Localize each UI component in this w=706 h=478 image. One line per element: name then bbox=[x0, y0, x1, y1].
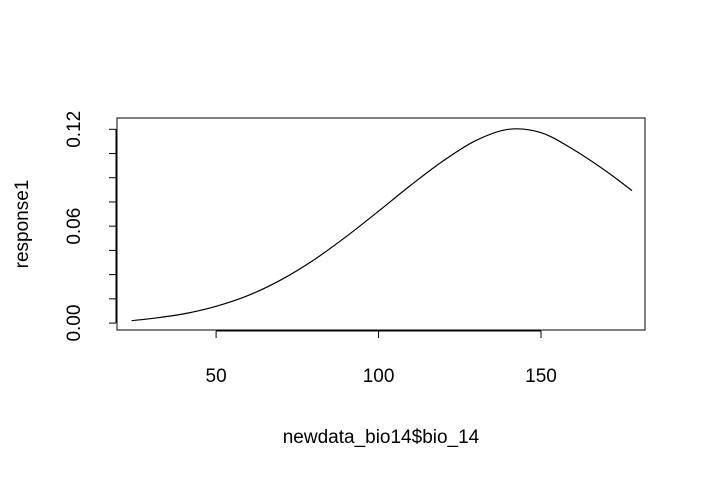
x-tick-label: 50 bbox=[206, 366, 227, 387]
y-axis: 0.00 0.06 0.12 bbox=[64, 111, 117, 342]
plot-box bbox=[116, 117, 646, 331]
y-axis-title: response1 bbox=[12, 180, 33, 269]
x-tick-label: 100 bbox=[363, 366, 395, 387]
y-tick-label: 0.12 bbox=[64, 111, 85, 148]
x-axis: 50 100 150 bbox=[206, 330, 557, 387]
y-tick-label: 0.00 bbox=[64, 305, 85, 342]
x-axis-title: newdata_bio14$bio_14 bbox=[283, 427, 480, 448]
response-curve bbox=[131, 128, 633, 322]
y-tick-label: 0.06 bbox=[64, 208, 85, 245]
x-tick-label: 150 bbox=[525, 366, 557, 387]
